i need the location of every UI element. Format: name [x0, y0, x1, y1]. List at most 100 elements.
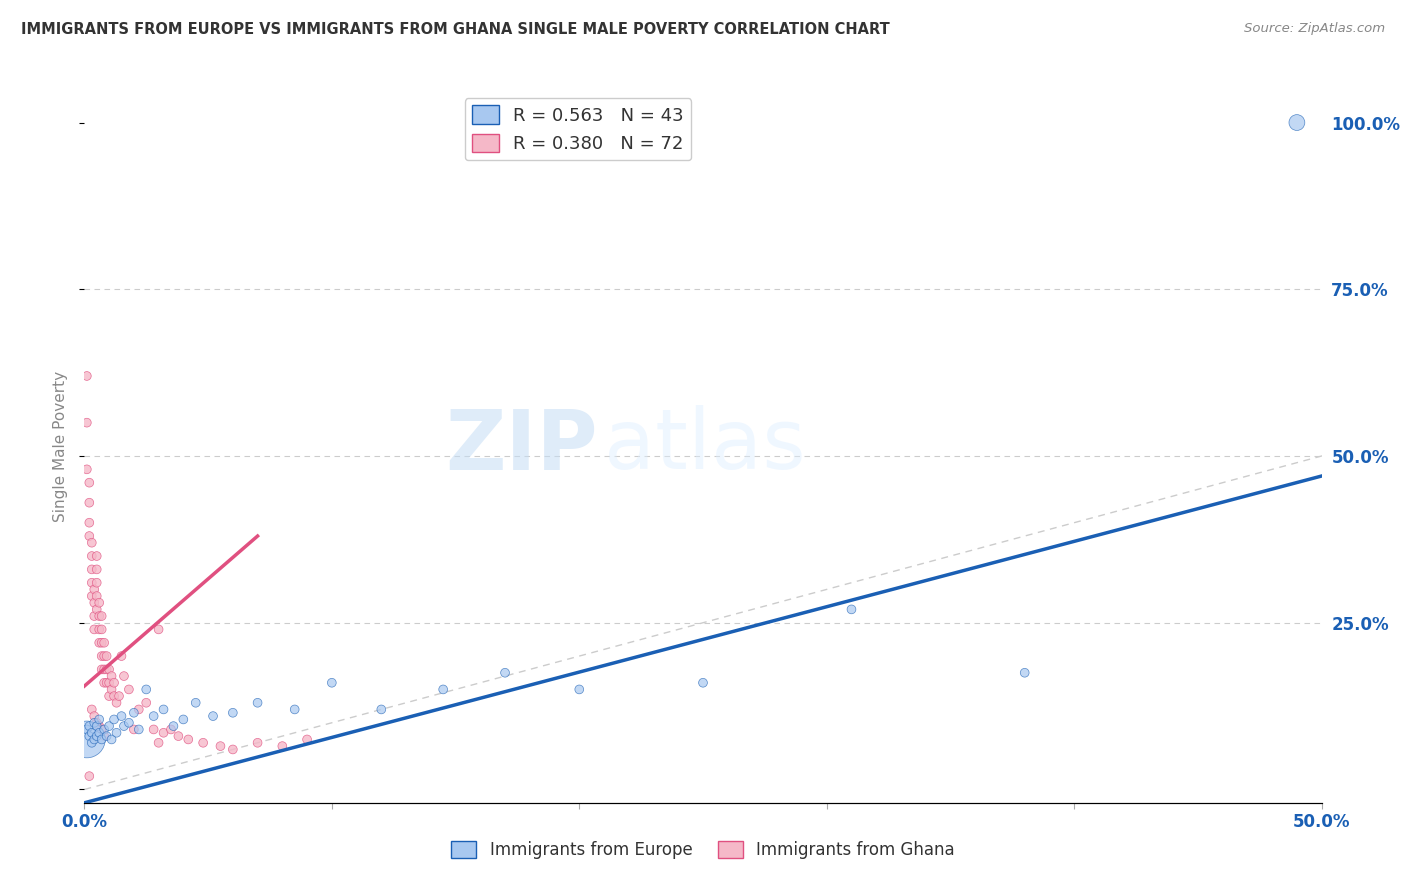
Point	[108, 689, 131, 703]
Point	[103, 689, 125, 703]
Point	[103, 713, 125, 727]
Point	[222, 742, 245, 756]
Point	[89, 623, 111, 637]
Point	[80, 535, 103, 549]
Point	[83, 715, 105, 730]
Point	[86, 562, 108, 576]
Point	[284, 702, 307, 716]
Point	[90, 649, 112, 664]
Point	[112, 719, 135, 733]
Point	[83, 623, 105, 637]
Point	[209, 739, 232, 753]
Point	[79, 719, 101, 733]
Point	[89, 719, 111, 733]
Y-axis label: Single Male Poverty: Single Male Poverty	[52, 370, 67, 522]
Point	[83, 596, 105, 610]
Text: ZIP: ZIP	[446, 406, 598, 486]
Point	[89, 636, 111, 650]
Point	[76, 416, 98, 430]
Point	[89, 725, 111, 739]
Point	[93, 636, 115, 650]
Point	[118, 682, 141, 697]
Point	[222, 706, 245, 720]
Point	[271, 739, 294, 753]
Point	[90, 623, 112, 637]
Point	[86, 589, 108, 603]
Point	[76, 368, 98, 383]
Point	[83, 732, 105, 747]
Point	[80, 736, 103, 750]
Point	[142, 723, 165, 737]
Point	[76, 462, 98, 476]
Point	[105, 696, 128, 710]
Point	[177, 732, 200, 747]
Point	[202, 709, 225, 723]
Point	[93, 675, 115, 690]
Point	[98, 662, 121, 676]
Point	[93, 649, 115, 664]
Point	[135, 682, 157, 697]
Point	[100, 682, 122, 697]
Point	[112, 669, 135, 683]
Point	[80, 725, 103, 739]
Point	[162, 719, 184, 733]
Point	[86, 549, 108, 563]
Point	[80, 702, 103, 716]
Point	[79, 516, 101, 530]
Point	[100, 732, 122, 747]
Text: atlas: atlas	[605, 406, 806, 486]
Point	[96, 662, 118, 676]
Point	[76, 723, 98, 737]
Point	[110, 649, 132, 664]
Point	[432, 682, 454, 697]
Point	[90, 662, 112, 676]
Point	[122, 723, 145, 737]
Point	[80, 562, 103, 576]
Point	[184, 696, 207, 710]
Legend: Immigrants from Europe, Immigrants from Ghana: Immigrants from Europe, Immigrants from …	[444, 834, 962, 866]
Point	[90, 609, 112, 624]
Point	[98, 719, 121, 733]
Point	[79, 769, 101, 783]
Point	[172, 713, 194, 727]
Point	[83, 709, 105, 723]
Text: IMMIGRANTS FROM EUROPE VS IMMIGRANTS FROM GHANA SINGLE MALE POVERTY CORRELATION : IMMIGRANTS FROM EUROPE VS IMMIGRANTS FRO…	[21, 22, 890, 37]
Point	[79, 475, 101, 490]
Point	[86, 729, 108, 743]
Point	[568, 682, 591, 697]
Point	[79, 529, 101, 543]
Point	[86, 719, 108, 733]
Point	[148, 623, 170, 637]
Point	[110, 709, 132, 723]
Point	[96, 649, 118, 664]
Point	[90, 636, 112, 650]
Point	[135, 696, 157, 710]
Point	[321, 675, 343, 690]
Point	[96, 675, 118, 690]
Point	[80, 549, 103, 563]
Point	[1014, 665, 1036, 680]
Point	[105, 725, 128, 739]
Point	[160, 723, 183, 737]
Point	[122, 706, 145, 720]
Point	[494, 665, 516, 680]
Point	[80, 575, 103, 590]
Point	[86, 715, 108, 730]
Point	[295, 732, 318, 747]
Point	[93, 723, 115, 737]
Point	[246, 736, 269, 750]
Point	[100, 669, 122, 683]
Point	[83, 582, 105, 597]
Point	[96, 729, 118, 743]
Point	[79, 729, 101, 743]
Point	[80, 589, 103, 603]
Point	[692, 675, 714, 690]
Point	[118, 715, 141, 730]
Point	[841, 602, 863, 616]
Point	[93, 662, 115, 676]
Point	[89, 596, 111, 610]
Point	[89, 713, 111, 727]
Point	[98, 675, 121, 690]
Point	[246, 696, 269, 710]
Point	[152, 702, 174, 716]
